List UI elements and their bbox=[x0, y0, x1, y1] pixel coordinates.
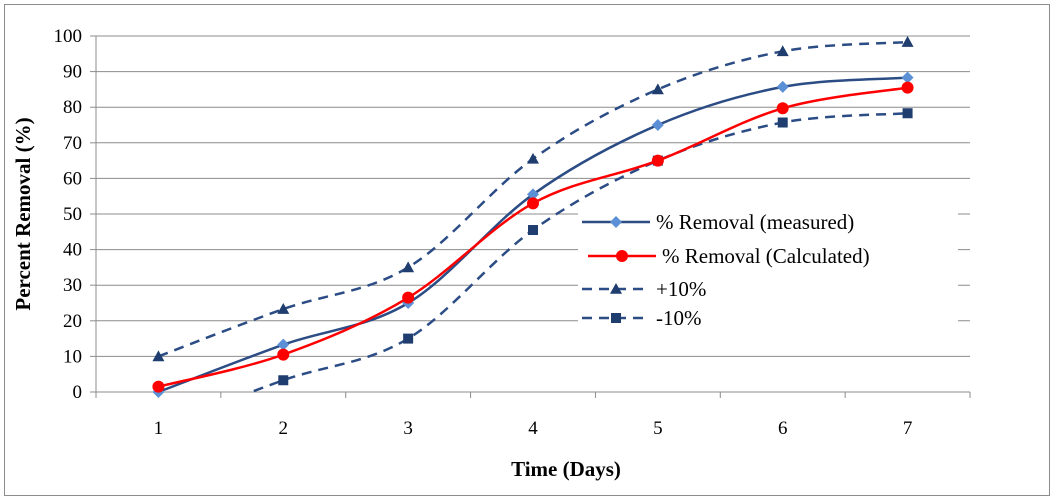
y-tick-label: 100 bbox=[54, 26, 83, 47]
series-0-point-2 bbox=[277, 338, 290, 351]
series-2-point-2 bbox=[277, 303, 290, 314]
series-3-point-2 bbox=[278, 375, 289, 386]
series-1-point-2 bbox=[277, 348, 290, 361]
series-3-point-6 bbox=[777, 117, 788, 128]
y-tick-label: 70 bbox=[63, 133, 82, 154]
x-tick-label: 2 bbox=[279, 418, 289, 439]
legend-marker-0 bbox=[610, 216, 622, 228]
y-tick-label: 80 bbox=[63, 97, 82, 118]
legend-label-1: % Removal (Calculated) bbox=[662, 244, 870, 268]
gridlines bbox=[96, 35, 970, 357]
series-3-point-3 bbox=[403, 333, 414, 344]
x-tick-label: 5 bbox=[653, 418, 663, 439]
series-2-point-1 bbox=[152, 350, 165, 362]
legend-marker-1 bbox=[616, 250, 628, 262]
series-3-point-4 bbox=[528, 225, 538, 236]
y-tick-label: 90 bbox=[63, 62, 82, 83]
legend-label-0: % Removal (measured) bbox=[656, 210, 854, 234]
series-2-point-3 bbox=[402, 261, 415, 273]
y-tick-label: 10 bbox=[63, 346, 82, 367]
x-tick-label: 6 bbox=[778, 418, 788, 439]
legend: % Removal (measured) % Removal (Calculate… bbox=[578, 207, 958, 339]
series-2-point-5 bbox=[651, 83, 664, 95]
series-1-point-1 bbox=[152, 380, 165, 393]
y-tick-label: 0 bbox=[73, 382, 83, 403]
legend-marker-2 bbox=[610, 283, 622, 294]
series-0-point-6 bbox=[776, 80, 789, 93]
series-1-point-6 bbox=[776, 102, 789, 115]
series-0-point-7 bbox=[901, 71, 914, 84]
y-tick-label: 60 bbox=[63, 168, 82, 189]
x-tick-label: 1 bbox=[154, 418, 164, 439]
series-2-point-4 bbox=[527, 152, 539, 164]
series-2-point-7 bbox=[901, 36, 914, 47]
y-tick-label: 20 bbox=[63, 311, 82, 332]
x-tick-label: 4 bbox=[528, 418, 538, 439]
series-1-point-7 bbox=[901, 81, 914, 94]
x-tick-label: 3 bbox=[403, 418, 413, 439]
series-1-point-3 bbox=[402, 291, 415, 304]
series-1-point-4 bbox=[527, 197, 539, 210]
y-tick-label: 30 bbox=[63, 275, 82, 296]
series-3-point-7 bbox=[902, 108, 913, 119]
series-0-point-4 bbox=[527, 188, 539, 201]
series-1-point-5 bbox=[651, 154, 664, 167]
x-axis-title: Time (Days) bbox=[511, 457, 621, 481]
legend-label-3: -10% bbox=[656, 306, 702, 330]
y-axis-title: Percent Removal (%) bbox=[11, 117, 35, 310]
legend-marker-3 bbox=[611, 313, 621, 323]
axes: 0 10 20 30 40 50 60 70 80 90 100 1 2 3 4 5 6 7 bbox=[54, 26, 971, 439]
series-2-point-6 bbox=[776, 45, 789, 57]
x-tick-label: 7 bbox=[903, 418, 913, 439]
y-tick-label: 40 bbox=[63, 240, 82, 261]
legend-label-2: +10% bbox=[656, 277, 706, 301]
series-0-point-5 bbox=[651, 119, 664, 131]
markers-layer bbox=[152, 36, 914, 398]
y-tick-label: 50 bbox=[63, 204, 82, 225]
